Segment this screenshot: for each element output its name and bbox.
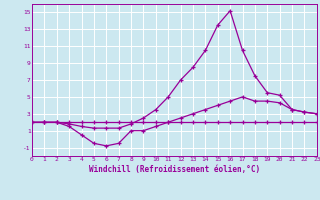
- X-axis label: Windchill (Refroidissement éolien,°C): Windchill (Refroidissement éolien,°C): [89, 165, 260, 174]
